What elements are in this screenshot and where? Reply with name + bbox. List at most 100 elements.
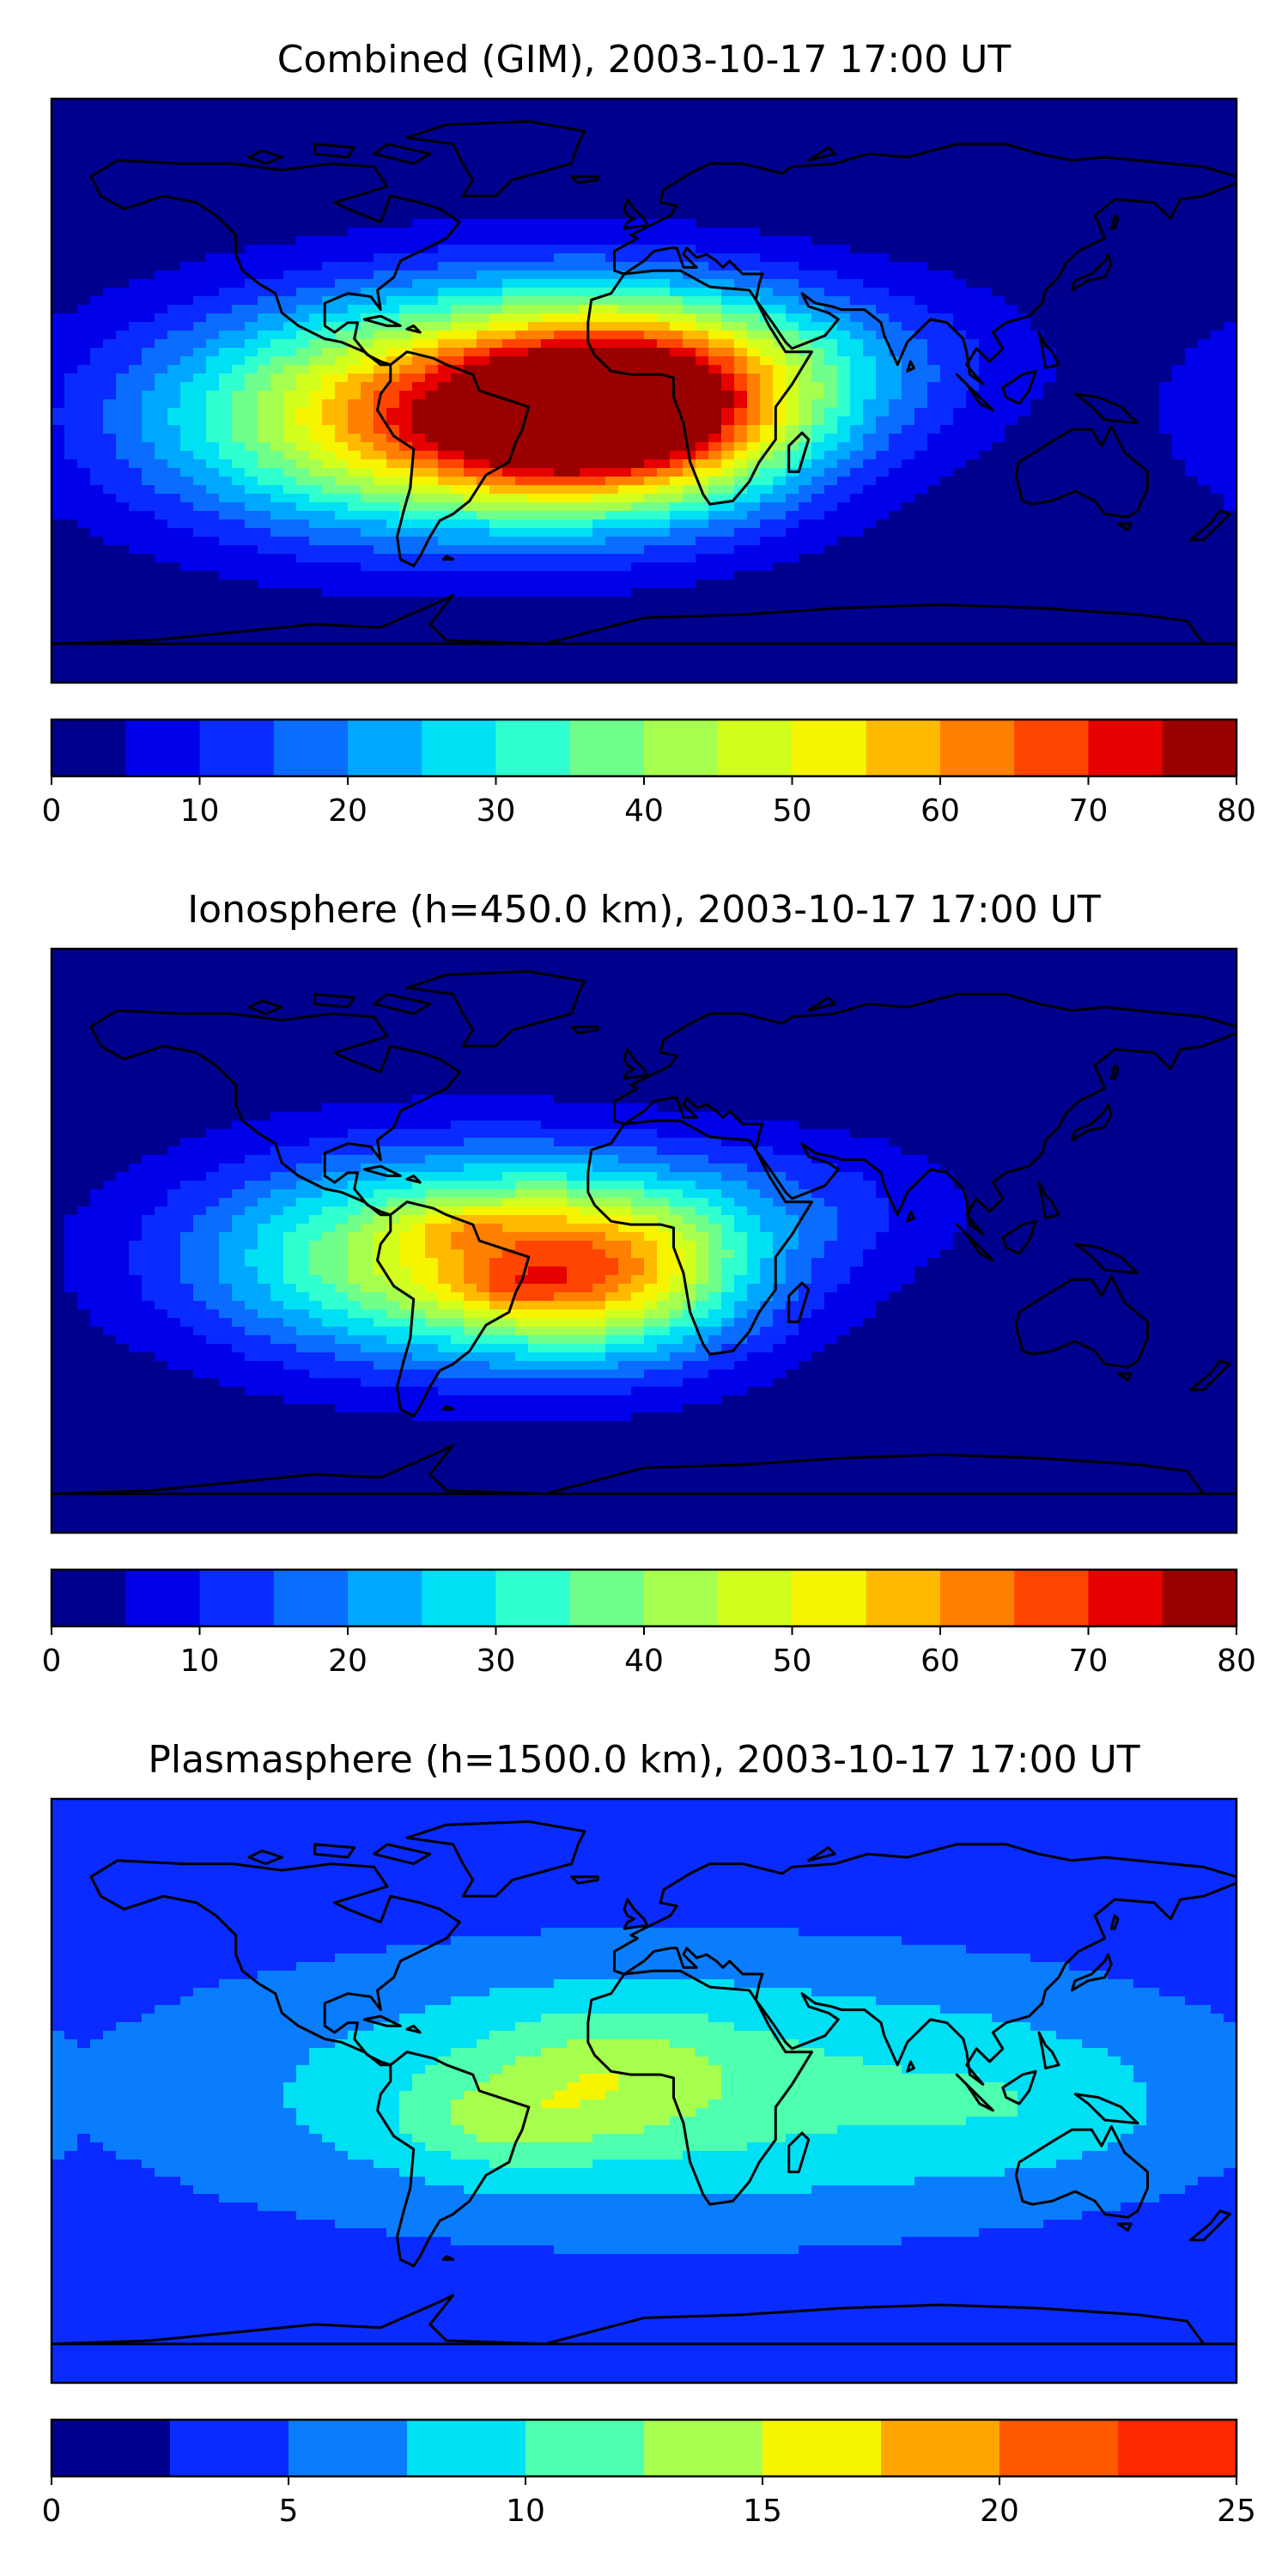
map-cell [824, 348, 838, 357]
map-cell [1018, 270, 1031, 280]
map-cell [1185, 477, 1199, 486]
map-cell [90, 236, 104, 246]
map-cell [992, 193, 1005, 203]
map-cell [348, 185, 361, 194]
map-cell [734, 511, 748, 520]
map-cell [850, 468, 864, 477]
map-cell [940, 331, 954, 340]
map-cell [155, 305, 168, 314]
map-cell [270, 331, 284, 340]
map-cell [644, 245, 658, 254]
map-cell [52, 485, 65, 495]
map-cell [245, 245, 258, 254]
map-cell [502, 322, 516, 331]
map-cell [361, 210, 374, 220]
map-cell [1108, 236, 1121, 246]
map-cell [1121, 442, 1134, 452]
map-cell [953, 339, 967, 349]
map-cell [283, 116, 297, 125]
map-cell [708, 296, 722, 306]
map-cell [167, 279, 181, 289]
map-cell [824, 185, 838, 194]
map-cell [567, 425, 580, 434]
map-cell [399, 416, 413, 426]
map-cell [850, 167, 864, 177]
map-cell [670, 210, 683, 220]
map-cell [412, 296, 426, 306]
map-cell [824, 434, 838, 443]
map-cell [399, 125, 413, 134]
map-cell [1030, 494, 1044, 503]
map-cell [708, 322, 722, 331]
map-cell [927, 451, 941, 460]
map-cell [1146, 545, 1160, 555]
map-cell [258, 219, 271, 228]
map-cell [258, 528, 271, 538]
map-cell [605, 468, 619, 477]
map-cell [992, 150, 1005, 160]
map-cell [477, 519, 490, 529]
map-cell [721, 296, 735, 306]
map-cell [77, 219, 91, 228]
map-cell [258, 391, 271, 400]
map-cell [270, 193, 284, 203]
map-cell [1211, 468, 1224, 477]
map-cell [322, 236, 336, 246]
map-cell [1108, 193, 1121, 203]
map-cell [309, 193, 323, 203]
map-cell [167, 519, 181, 529]
map-cell [1224, 348, 1236, 357]
map-cell [554, 477, 568, 486]
map-cell [1069, 442, 1083, 452]
map-cell [1018, 185, 1031, 194]
map-cell [966, 519, 980, 529]
map-cell [670, 313, 683, 323]
map-cell [77, 331, 91, 340]
map-cell [992, 313, 1005, 323]
map-cell [438, 125, 452, 134]
map-cell [696, 262, 709, 271]
map-cell [811, 331, 825, 340]
map-cell [734, 167, 748, 177]
map-cell [824, 176, 838, 185]
map-cell [541, 545, 555, 555]
map-cell [683, 528, 696, 538]
map-cell [876, 528, 890, 538]
map-cell [103, 279, 117, 289]
map-cell [270, 365, 284, 374]
map-cell [464, 305, 477, 314]
map-cell [322, 322, 336, 331]
map-cell [258, 176, 271, 185]
map-cell [103, 408, 117, 417]
map-cell [863, 202, 877, 211]
map-cell [245, 279, 258, 289]
map-cell [296, 502, 310, 512]
map-cell [515, 537, 529, 546]
map-cell [1108, 262, 1121, 271]
map-cell [1146, 459, 1160, 469]
map-cell [142, 468, 155, 477]
map-cell [1211, 279, 1224, 289]
map-cell [605, 477, 619, 486]
map-cell [129, 185, 143, 194]
map-cell [206, 408, 220, 417]
map-cell [167, 253, 181, 263]
map-cell [464, 459, 477, 469]
map-cell [940, 202, 954, 211]
map-cell [129, 502, 143, 512]
map-cell [760, 236, 774, 246]
map-cell [1146, 382, 1160, 392]
map-cell [245, 210, 258, 220]
map-cell [1121, 107, 1134, 117]
map-cell [258, 202, 271, 211]
map-cell [683, 322, 696, 331]
map-cell [90, 537, 104, 546]
map-cell [580, 116, 593, 125]
map-cell [605, 193, 619, 203]
map-cell [515, 554, 529, 563]
map-cell [1095, 545, 1109, 555]
map-cell [1185, 416, 1199, 426]
map-cell [361, 159, 374, 168]
map-cell [451, 519, 465, 529]
map-cell [1211, 176, 1224, 185]
